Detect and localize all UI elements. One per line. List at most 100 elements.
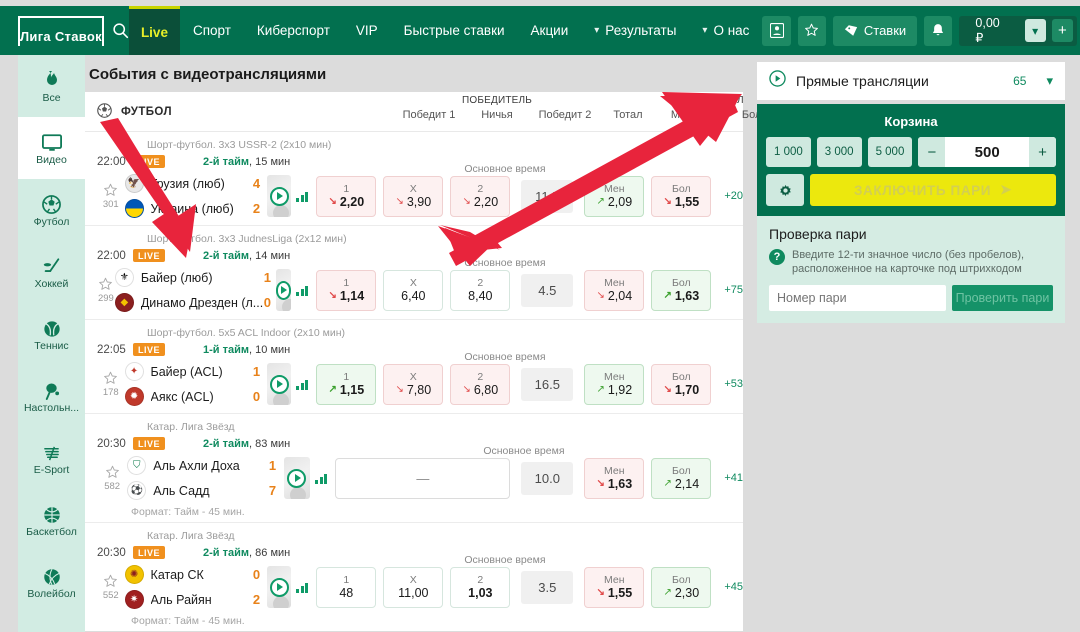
increase-stake-button[interactable]: +: [1029, 137, 1056, 167]
score-home: 1: [252, 364, 261, 379]
odd-cell-x[interactable]: X 6,40: [383, 269, 444, 311]
odd-cell-x[interactable]: X 11,00: [383, 566, 444, 608]
sidebar-item-table-tennis[interactable]: Настольн...: [18, 365, 85, 427]
play-circle-icon: [769, 70, 786, 92]
video-stream-icon[interactable]: [275, 269, 292, 311]
odd-cell-2[interactable]: 2 ↘ 2,20: [450, 175, 511, 217]
more-markets-link[interactable]: +41: [724, 472, 743, 484]
odd-cell-1[interactable]: 1 ↘ 2,20: [316, 175, 377, 217]
deposit-button[interactable]: +: [1051, 19, 1074, 42]
more-markets-link[interactable]: +53: [724, 378, 743, 390]
live-streams-label: Прямые трансляции: [796, 73, 929, 89]
odd-cell-2[interactable]: 2 1,03: [450, 566, 511, 608]
nav-item-vip[interactable]: VIP: [343, 6, 391, 55]
sidebar-item-hockey[interactable]: Хоккей: [18, 241, 85, 303]
bet-number-input[interactable]: [769, 285, 946, 311]
odd-cell-2[interactable]: 2 8,40: [450, 269, 511, 311]
chevron-down-icon[interactable]: ▾: [1046, 73, 1053, 88]
more-markets-link[interactable]: +75: [724, 284, 743, 296]
bet-slip: Корзина 1 000 3 000 5 000 − 500 +: [757, 104, 1065, 216]
market-section-label: Основное время: [464, 350, 546, 363]
sidebar-item-all[interactable]: Все: [18, 55, 85, 117]
team-badge: ✦: [124, 362, 144, 381]
search-icon[interactable]: [112, 6, 129, 55]
gear-icon[interactable]: [766, 174, 804, 206]
nav-item-sport[interactable]: Спорт: [180, 6, 244, 55]
sidebar-item-cybersport[interactable]: Киберспорт: [18, 613, 85, 632]
odd-cell-under[interactable]: Мен ↗ 2,09: [584, 175, 645, 217]
site-logo[interactable]: Лига Ставок: [18, 15, 104, 46]
bets-button[interactable]: Ставки: [832, 15, 918, 46]
help-icon[interactable]: ?: [769, 249, 785, 265]
sidebar-item-football[interactable]: Футбол: [18, 179, 85, 241]
nav-item-about[interactable]: ▾ О нас: [689, 6, 762, 55]
top-navigation-bar: Лига Ставок Live Спорт Киберспорт VIP Бы…: [0, 6, 1080, 55]
team-name: Аль Садд: [153, 483, 210, 498]
odd-cell-1[interactable]: 1 48: [316, 566, 377, 608]
nav-item-promotions[interactable]: Акции: [518, 6, 582, 55]
nav-item-esport[interactable]: Киберспорт: [244, 6, 343, 55]
nav-item-fast-bets[interactable]: Быстрые ставки: [391, 6, 518, 55]
more-markets-link[interactable]: +45: [724, 581, 743, 593]
odd-cell-under[interactable]: Мен ↗ 1,92: [584, 363, 645, 405]
video-stream-icon[interactable]: [267, 363, 292, 405]
statistics-icon[interactable]: [315, 472, 328, 484]
team-badge: ⛉: [127, 456, 147, 475]
more-markets-link[interactable]: +20: [724, 190, 743, 202]
live-streams-header[interactable]: Прямые трансляции 65 ▾: [757, 62, 1065, 100]
video-stream-icon[interactable]: [267, 566, 292, 608]
sidebar-item-tennis[interactable]: Теннис: [18, 303, 85, 365]
favorite-star-icon[interactable]: 299: [97, 277, 115, 304]
statistics-icon[interactable]: [296, 284, 309, 296]
stake-chip-5000[interactable]: 5 000: [867, 137, 913, 167]
favorite-star-icon[interactable]: 178: [97, 371, 125, 398]
odd-cell-over[interactable]: Бол ↗ 2,30: [651, 566, 712, 608]
sidebar-item-volleyball[interactable]: Волейбол: [18, 551, 85, 613]
odd-cell-over[interactable]: Бол ↘ 1,70: [651, 363, 712, 405]
odd-cell-1[interactable]: 1 ↗ 1,15: [316, 363, 377, 405]
sport-header[interactable]: ФУТБОЛ: [85, 102, 172, 121]
bell-icon[interactable]: [924, 15, 953, 46]
balance-chevron-down-icon[interactable]: ▾: [1024, 19, 1046, 42]
profile-icon[interactable]: [762, 15, 791, 46]
odd-cell-2[interactable]: 2 ↘ 6,80: [450, 363, 511, 405]
match-time: 22:00: [97, 155, 126, 168]
nav-item-live[interactable]: Live: [128, 6, 180, 55]
odd-cell-x[interactable]: X ↘ 7,80: [383, 363, 444, 405]
stake-amount-field[interactable]: − 500 +: [918, 137, 1056, 167]
check-bet-button[interactable]: Проверить пари: [952, 285, 1053, 311]
statistics-icon[interactable]: [296, 581, 309, 593]
statistics-icon[interactable]: [296, 378, 309, 390]
sidebar-item-esport[interactable]: E-Sport: [18, 427, 85, 489]
place-bet-button[interactable]: ЗАКЛЮЧИТЬ ПАРИ ➤: [810, 174, 1056, 206]
odd-cell-under[interactable]: Мен ↘ 1,63: [584, 457, 645, 499]
favorite-star-icon[interactable]: 552: [97, 574, 125, 601]
odd-cell-over[interactable]: Бол ↗ 1,63: [651, 269, 712, 311]
odd-cell-x[interactable]: X ↘ 3,90: [383, 175, 444, 217]
teams[interactable]: ⛉ Аль Ахли Доха ⚽ Аль Садд: [127, 453, 265, 503]
sidebar-item-basketball[interactable]: Баскетбол: [18, 489, 85, 551]
teams[interactable]: 🦅 Грузия (люб) Украина (люб): [124, 171, 251, 221]
teams[interactable]: ✦ Байер (ACL) ✹ Аякс (ACL): [124, 359, 251, 409]
video-stream-icon[interactable]: [267, 175, 292, 217]
statistics-icon[interactable]: [296, 190, 309, 202]
team-name: Динамо Дрезден (л...: [140, 295, 264, 310]
star-icon[interactable]: [797, 15, 826, 46]
favorite-star-icon[interactable]: 301: [97, 183, 125, 210]
sidebar-item-video[interactable]: Видео: [18, 117, 85, 179]
nav-item-results[interactable]: ▾ Результаты: [581, 6, 689, 55]
stake-chip-3000[interactable]: 3 000: [816, 137, 862, 167]
odd-cell-under[interactable]: Мен ↘ 2,04: [584, 269, 645, 311]
teams[interactable]: ⚜ Байер (люб) ◆ Динамо Дрезден (л...: [114, 265, 264, 315]
team-name: Грузия (люб): [150, 176, 225, 191]
video-stream-icon[interactable]: [283, 457, 311, 499]
decrease-stake-button[interactable]: −: [918, 137, 946, 167]
odd-cell-over[interactable]: Бол ↗ 2,14: [651, 457, 712, 499]
teams[interactable]: ✺ Катар СК ✷ Аль Райян: [124, 562, 251, 612]
odd-cell-1[interactable]: 1 ↘ 1,14: [316, 269, 377, 311]
odd-cell-over[interactable]: Бол ↘ 1,55: [651, 175, 712, 217]
stake-chip-1000[interactable]: 1 000: [766, 137, 811, 167]
favorite-star-icon[interactable]: 582: [97, 465, 127, 492]
odd-cell-under[interactable]: Мен ↘ 1,55: [584, 566, 645, 608]
team-name: Байер (люб): [140, 270, 213, 285]
